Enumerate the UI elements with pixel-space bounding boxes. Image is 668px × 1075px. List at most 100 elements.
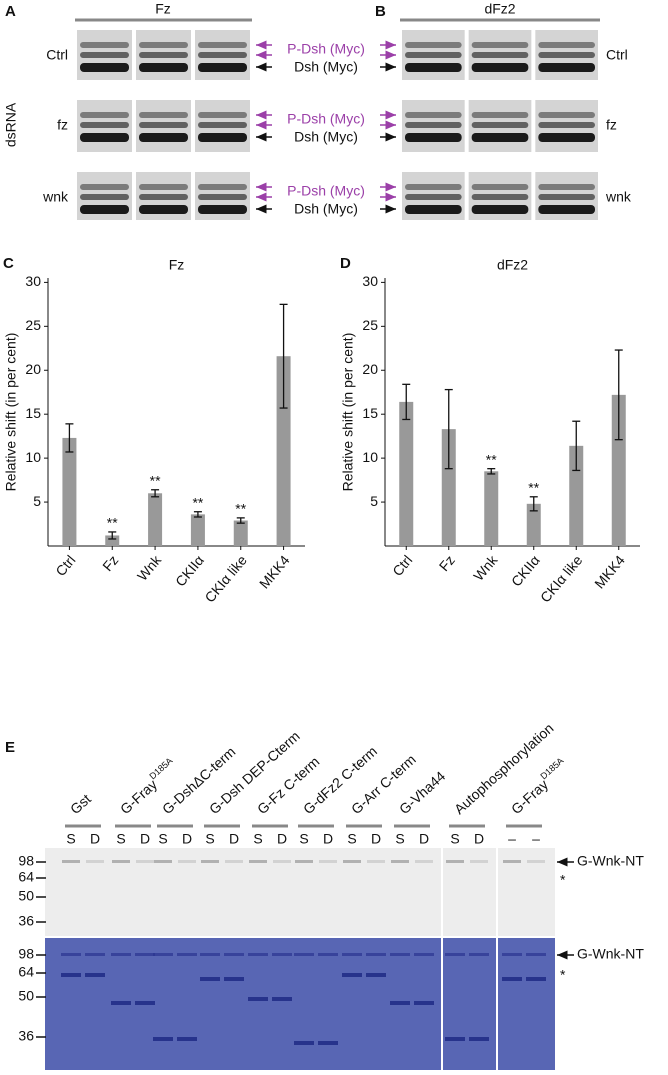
- mw-label: 64: [18, 964, 34, 980]
- lane-sub: –: [508, 831, 516, 847]
- blot-band: [80, 205, 129, 214]
- bar: [399, 401, 414, 546]
- gel-band: [527, 860, 545, 863]
- y-tick-label: 20: [362, 361, 378, 377]
- gel-band: [446, 860, 464, 863]
- blot-band: [405, 42, 462, 48]
- bar: [105, 535, 120, 546]
- blot-band: [538, 133, 595, 142]
- blot-band: [80, 63, 129, 72]
- y-tick-label: 20: [25, 361, 41, 377]
- row-label: Ctrl: [606, 47, 628, 63]
- y-tick-label: 25: [25, 317, 41, 333]
- blot-band: [405, 52, 462, 58]
- blot-band: [405, 63, 462, 72]
- gel-band: [469, 953, 489, 956]
- gel-band: [342, 973, 362, 977]
- gel-band: [135, 953, 155, 956]
- side-label: dsRNA: [3, 102, 19, 147]
- gel-band: [415, 860, 433, 863]
- gel-band: [248, 997, 268, 1001]
- gel-band: [526, 953, 546, 956]
- bar: [233, 520, 248, 546]
- row-label: fz: [57, 117, 68, 133]
- x-tick-label: MKK4: [256, 552, 293, 592]
- blot-band: [471, 63, 529, 72]
- gel-band: [526, 977, 546, 981]
- lane-sub: S: [299, 831, 308, 847]
- gel-band: [177, 1037, 197, 1041]
- x-tick-label: CKIIα: [172, 552, 207, 589]
- row-label: fz: [606, 117, 617, 133]
- y-tick-label: 30: [25, 273, 41, 289]
- x-tick-label: Wnk: [134, 551, 165, 583]
- lane-superscript: D185A: [148, 756, 175, 782]
- marker-label: Dsh (Myc): [294, 129, 358, 145]
- blot-band: [538, 52, 595, 58]
- y-tick-label: 10: [362, 449, 378, 465]
- x-tick-label: MKK4: [591, 552, 628, 592]
- blot-band: [405, 184, 462, 190]
- gel-band: [200, 953, 220, 956]
- gel-band: [111, 1001, 131, 1005]
- gel-band: [273, 860, 291, 863]
- bar: [526, 503, 541, 546]
- blot-band: [139, 63, 188, 72]
- gel-band: [367, 860, 385, 863]
- blot-band: [139, 194, 188, 200]
- x-tick-label: CKIα like: [537, 552, 586, 606]
- blot-band: [405, 133, 462, 142]
- x-tick-label: Fz: [99, 552, 121, 574]
- gel-band: [294, 1041, 314, 1045]
- significance: **: [235, 501, 246, 517]
- gel-band: [61, 953, 81, 956]
- blot-band: [198, 184, 247, 190]
- gel-band: [502, 977, 522, 981]
- blot-band: [139, 52, 188, 58]
- bar: [148, 493, 163, 546]
- blot-band: [471, 42, 529, 48]
- blot-band: [405, 112, 462, 118]
- lane-sub: S: [253, 831, 262, 847]
- panel-label: A: [5, 3, 16, 20]
- x-tick-label: CKIIα: [508, 552, 543, 589]
- bar: [611, 394, 626, 546]
- blot-band: [139, 112, 188, 118]
- blot-band: [198, 122, 247, 128]
- y-tick-label: 25: [362, 317, 378, 333]
- gel-band: [414, 1001, 434, 1005]
- gel-band: [86, 860, 104, 863]
- gel-band: [225, 860, 243, 863]
- blot-band: [538, 42, 595, 48]
- gel-band: [154, 860, 172, 863]
- gel-band: [272, 997, 292, 1001]
- lane-header: Autophosphorylation: [451, 720, 557, 817]
- blot-band: [198, 42, 247, 48]
- mw-label: 50: [18, 988, 34, 1004]
- blot-band: [471, 52, 529, 58]
- lane-sub: S: [66, 831, 75, 847]
- blot-band: [80, 184, 129, 190]
- lane-sub: D: [182, 831, 192, 847]
- x-tick-label: Ctrl: [389, 552, 415, 579]
- gel-band: [153, 953, 173, 956]
- blot-band: [538, 184, 595, 190]
- lane-sub: D: [140, 831, 150, 847]
- band-label: G-Wnk-NT: [577, 853, 644, 869]
- mw-label: 98: [18, 946, 34, 962]
- mw-label: 50: [18, 888, 34, 904]
- blot-band: [471, 122, 529, 128]
- gel-band: [414, 953, 434, 956]
- significance: **: [528, 479, 539, 495]
- lane-sub: –: [532, 831, 540, 847]
- lane-superscript: D185A: [539, 756, 566, 782]
- blot-band: [405, 122, 462, 128]
- blot-band: [198, 205, 247, 214]
- row-label: wnk: [42, 189, 69, 205]
- lane-sub: D: [229, 831, 239, 847]
- blot-band: [139, 184, 188, 190]
- blot-band: [538, 112, 595, 118]
- lane-sub: S: [158, 831, 167, 847]
- marker-label: P-Dsh (Myc): [287, 111, 365, 127]
